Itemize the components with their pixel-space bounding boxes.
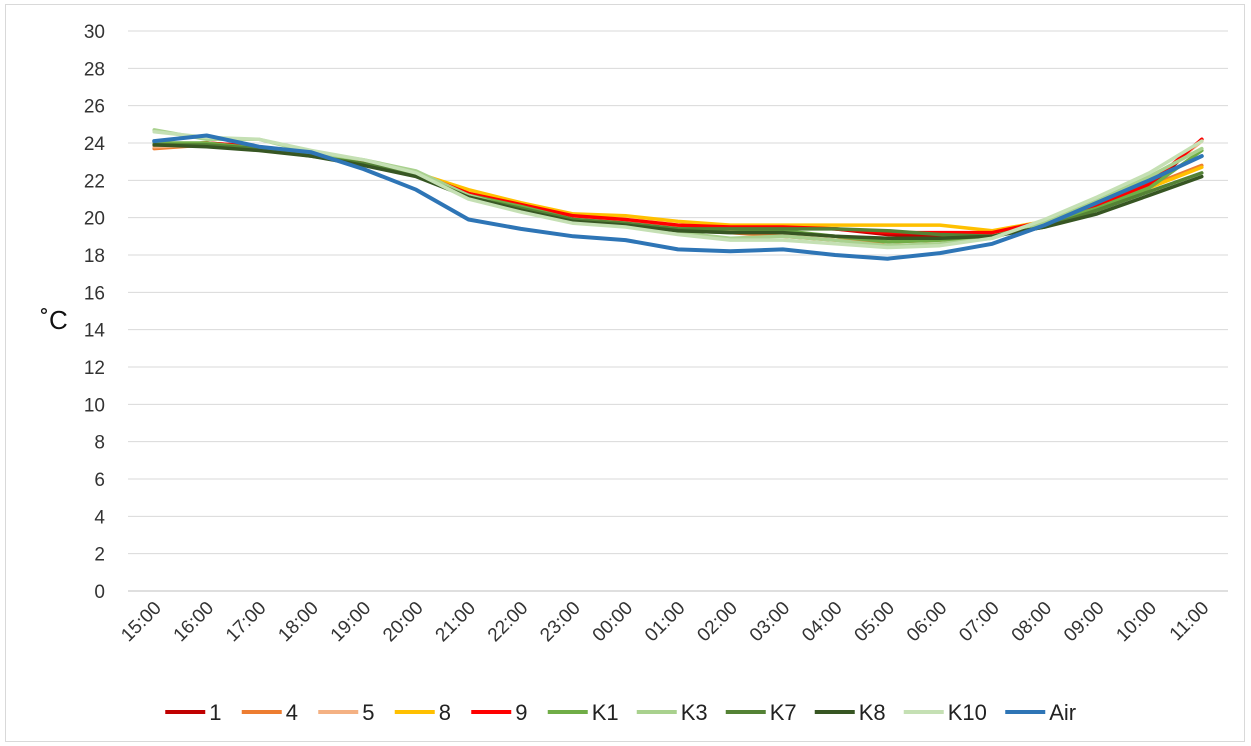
y-tick-label: 14 bbox=[84, 321, 106, 342]
x-tick-label: 22:00 bbox=[484, 598, 532, 646]
legend-item-5: 5 bbox=[318, 700, 375, 725]
x-tick-label: 21:00 bbox=[432, 598, 480, 646]
legend-item-k8: K8 bbox=[814, 700, 886, 725]
legend-label: K7 bbox=[770, 700, 797, 725]
y-tick-label: 16 bbox=[84, 283, 105, 304]
legend-label: K8 bbox=[859, 700, 886, 725]
legend-label: Air bbox=[1049, 700, 1076, 725]
legend-item-9: 9 bbox=[471, 700, 528, 725]
x-tick-label: 10:00 bbox=[1112, 598, 1160, 646]
legend-item-air: Air bbox=[1005, 700, 1076, 725]
y-tick-label: 24 bbox=[84, 134, 106, 155]
x-tick-label: 16:00 bbox=[170, 598, 218, 646]
y-tick-label: 10 bbox=[84, 395, 105, 416]
legend-item-8: 8 bbox=[394, 700, 451, 725]
y-tick-label: 20 bbox=[84, 209, 105, 230]
x-tick-label: 07:00 bbox=[955, 598, 1003, 646]
legend-item-k3: K3 bbox=[636, 700, 708, 725]
y-tick-label: 26 bbox=[84, 97, 105, 118]
y-tick-label: 4 bbox=[94, 507, 105, 528]
legend-item-k10: K10 bbox=[903, 700, 987, 725]
x-tick-label: 09:00 bbox=[1060, 598, 1108, 646]
x-tick-label: 04:00 bbox=[798, 598, 846, 646]
x-tick-label: 02:00 bbox=[693, 598, 741, 646]
y-tick-label: 8 bbox=[94, 433, 105, 454]
legend-label: 4 bbox=[286, 700, 298, 725]
x-tick-label: 17:00 bbox=[222, 598, 270, 646]
x-tick-label: 20:00 bbox=[379, 598, 427, 646]
legend-label: 8 bbox=[439, 700, 451, 725]
chart-area: 0 2 4 6 8 10 12 14 16 18 20 22 24 26 28 30 15:00 16:00 17… bbox=[5, 4, 1245, 742]
legend-item-4: 4 bbox=[241, 700, 298, 725]
x-tick-label: 18:00 bbox=[274, 598, 322, 646]
x-tick-label: 05:00 bbox=[851, 598, 899, 646]
x-tick-label: 11:00 bbox=[1166, 598, 1213, 645]
y-tick-label: 22 bbox=[84, 171, 105, 192]
y-axis-label: ˚C bbox=[40, 305, 67, 335]
y-tick-label: 12 bbox=[84, 358, 105, 379]
x-axis-tick-labels: 15:00 16:00 17:00 18:00 19:00 20:00 21:00 22:00… bbox=[117, 598, 1213, 646]
legend-label: 1 bbox=[209, 700, 221, 725]
legend-label: K3 bbox=[681, 700, 708, 725]
legend-item-k7: K7 bbox=[725, 700, 797, 725]
x-tick-label: 01:00 bbox=[641, 598, 689, 646]
y-tick-label: 18 bbox=[84, 246, 105, 267]
series-line-air bbox=[152, 133, 1204, 261]
y-tick-label: 2 bbox=[94, 545, 105, 566]
legend-item-k1: K1 bbox=[547, 700, 619, 725]
y-tick-label: 30 bbox=[84, 22, 105, 43]
y-tick-label: 6 bbox=[94, 470, 105, 491]
series-lines bbox=[152, 128, 1204, 261]
x-tick-label: 15:00 bbox=[117, 598, 165, 646]
x-tick-label: 23:00 bbox=[536, 598, 584, 646]
legend-item-1: 1 bbox=[165, 700, 222, 725]
legend-label: 9 bbox=[515, 700, 527, 725]
x-tick-label: 00:00 bbox=[589, 598, 637, 646]
legend-label: K10 bbox=[948, 700, 987, 725]
series-line-k10 bbox=[152, 130, 1204, 250]
x-tick-label: 08:00 bbox=[1008, 598, 1056, 646]
legend-label: 5 bbox=[362, 700, 374, 725]
legend-label: K1 bbox=[592, 700, 619, 725]
y-tick-label: 28 bbox=[84, 59, 105, 80]
gridlines bbox=[128, 30, 1228, 592]
legend: 1 4 5 8 9 K1 K3 K7 K8 K10 Air bbox=[165, 700, 1076, 725]
x-tick-label: 03:00 bbox=[746, 598, 794, 646]
x-tick-label: 06:00 bbox=[903, 598, 951, 646]
x-tick-label: 19:00 bbox=[327, 598, 375, 646]
y-tick-label: 0 bbox=[94, 582, 105, 603]
